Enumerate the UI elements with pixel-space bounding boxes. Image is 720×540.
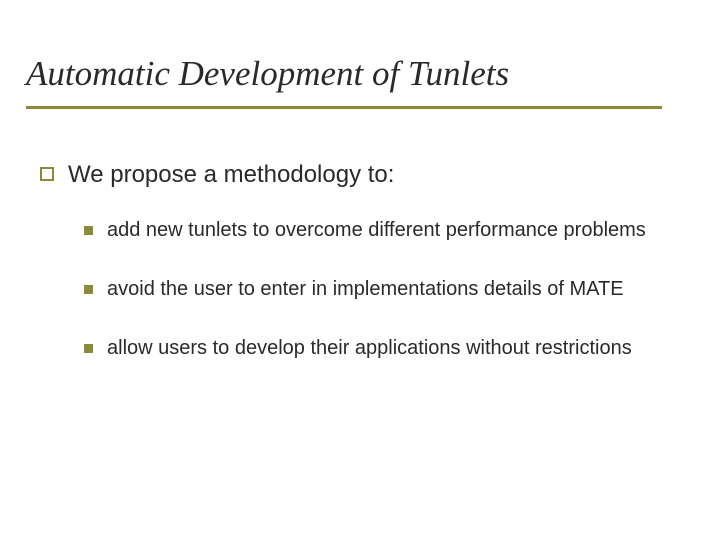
bullet-level2-text: add new tunlets to overcome different pe… <box>107 218 646 243</box>
bullet-level2: allow users to develop their application… <box>84 336 680 361</box>
title-underline <box>26 106 662 109</box>
bullet-level2-text: avoid the user to enter in implementatio… <box>107 277 624 302</box>
slide-title: Automatic Development of Tunlets <box>26 54 694 94</box>
filled-square-bullet-icon <box>84 285 93 294</box>
bullet-level1: We propose a methodology to: <box>40 160 680 190</box>
bullet-level2: avoid the user to enter in implementatio… <box>84 277 680 302</box>
bullet-level2: add new tunlets to overcome different pe… <box>84 218 680 243</box>
bullet-level2-text: allow users to develop their application… <box>107 336 632 361</box>
hollow-square-bullet-icon <box>40 167 54 181</box>
slide: Automatic Development of Tunlets We prop… <box>0 0 720 540</box>
slide-body: We propose a methodology to: add new tun… <box>40 160 680 395</box>
filled-square-bullet-icon <box>84 344 93 353</box>
bullet-level2-list: add new tunlets to overcome different pe… <box>84 218 680 361</box>
bullet-level1-text: We propose a methodology to: <box>68 160 394 190</box>
filled-square-bullet-icon <box>84 226 93 235</box>
